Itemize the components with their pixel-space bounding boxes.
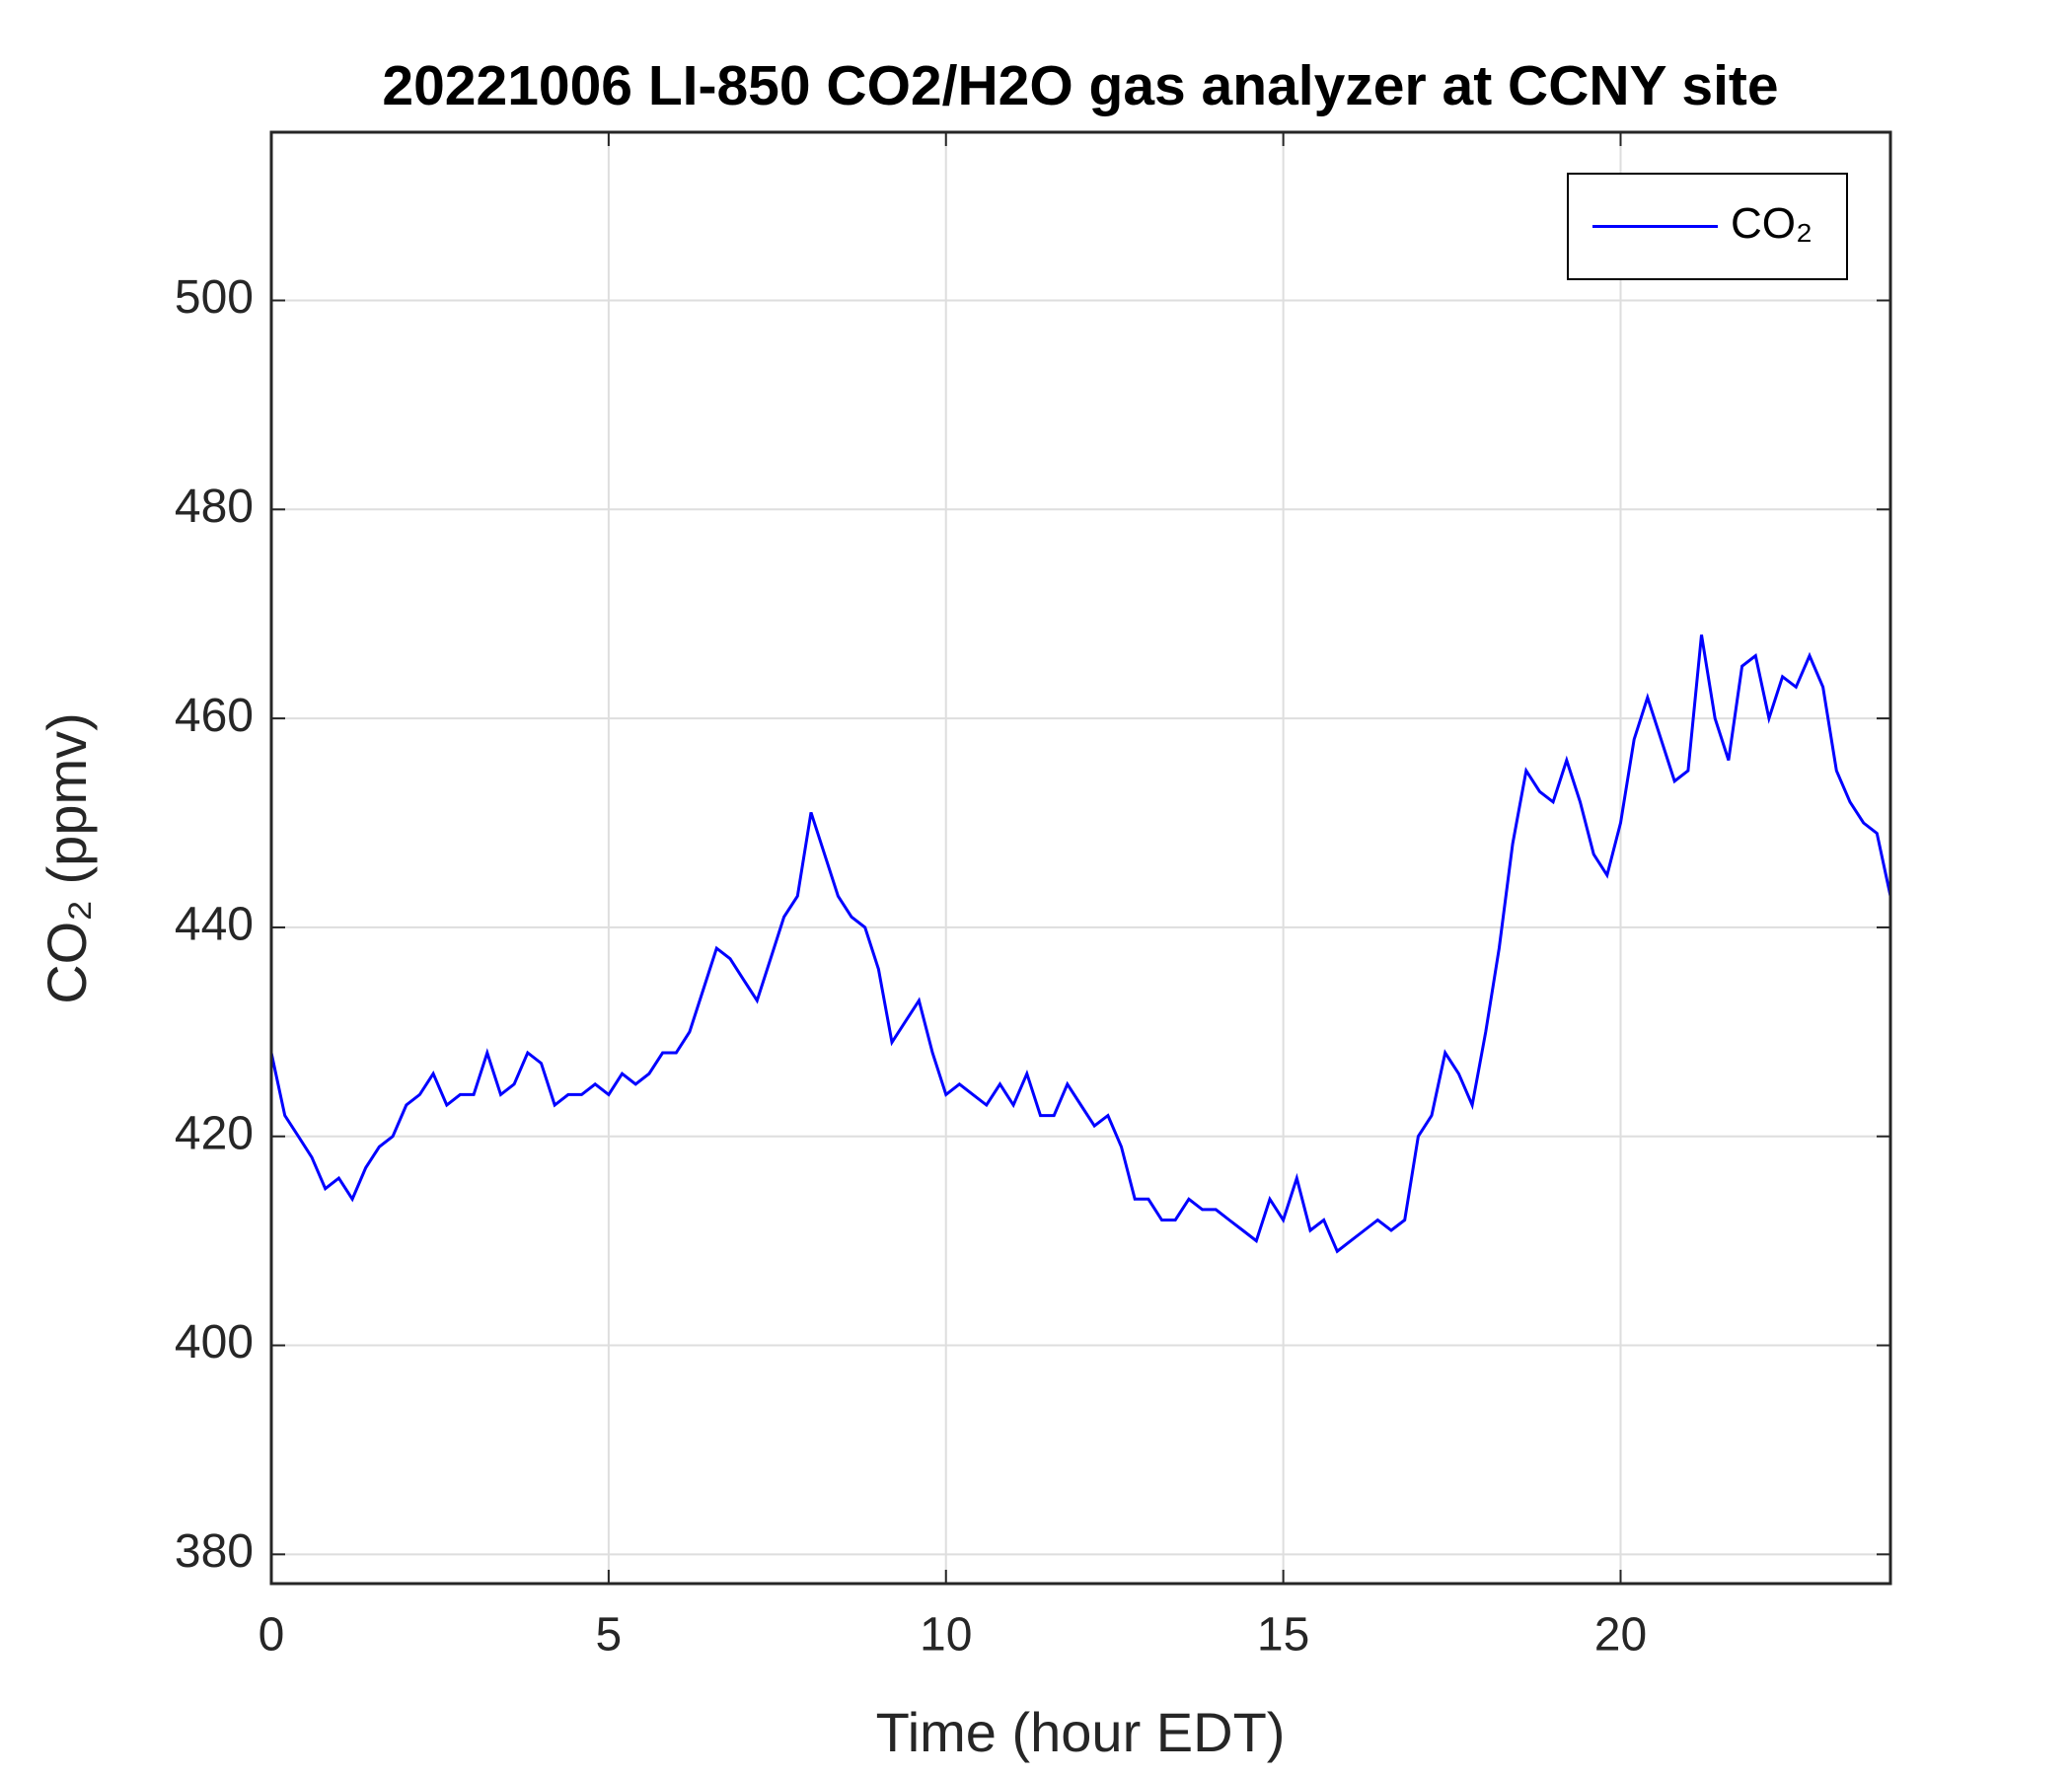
y-axis-label: CO₂ (ppmv): [36, 712, 98, 1004]
y-tick-label: 460: [175, 690, 254, 742]
y-tick-label: 480: [175, 481, 254, 533]
x-tick-label: 20: [1594, 1609, 1647, 1662]
chart-title: 20221006 LI-850 CO2/H2O gas analyzer at …: [382, 54, 1778, 117]
x-tick-label: 0: [259, 1609, 285, 1662]
y-tick-label: 500: [175, 271, 254, 324]
plot-frame: [269, 130, 1892, 1586]
legend-label: CO₂: [1731, 199, 1813, 248]
y-tick-label: 440: [175, 899, 254, 951]
x-tick-label: 5: [596, 1609, 623, 1662]
y-tick-label: 420: [175, 1107, 254, 1159]
x-tick-label: 10: [920, 1609, 972, 1662]
y-tick-label: 380: [175, 1525, 254, 1578]
data-line: [269, 634, 1892, 1254]
x-tick-label: 15: [1257, 1609, 1309, 1662]
x-axis-label: Time (hour EDT): [876, 1701, 1286, 1763]
y-tick-label: 400: [175, 1316, 254, 1369]
